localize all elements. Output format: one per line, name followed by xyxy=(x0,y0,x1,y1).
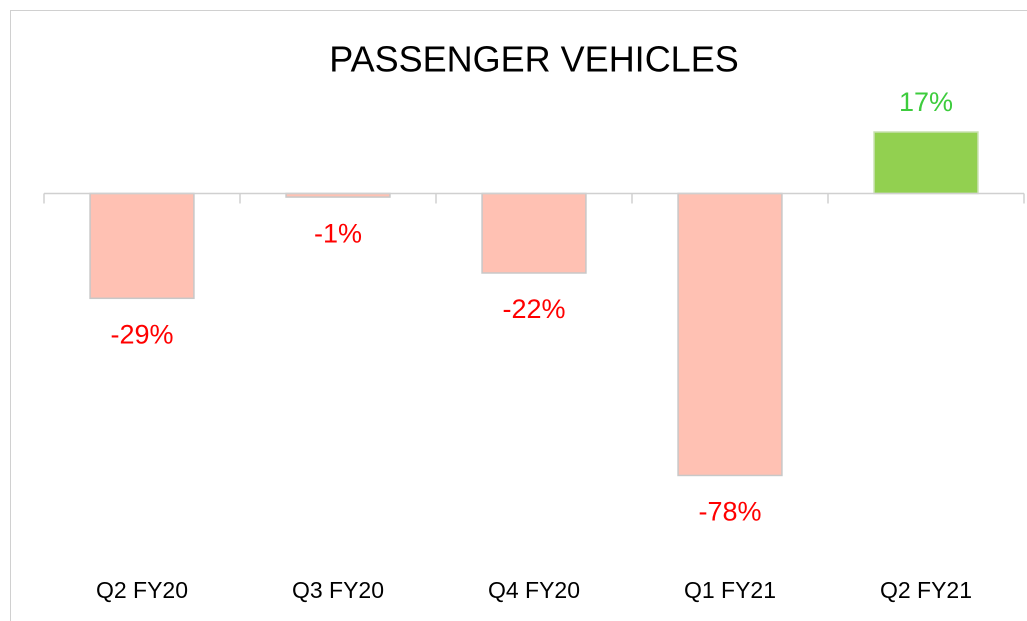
chart-frame xyxy=(10,10,1027,621)
bar xyxy=(677,192,783,477)
x-tick-label: Q2 FY20 xyxy=(96,577,188,603)
data-label: -1% xyxy=(314,219,362,249)
x-tick-label: Q4 FY20 xyxy=(488,577,580,603)
bar xyxy=(89,192,195,300)
x-tick-label: Q3 FY20 xyxy=(292,577,384,603)
data-label: -78% xyxy=(698,497,761,527)
bar xyxy=(873,131,979,195)
data-label: -29% xyxy=(110,319,173,349)
x-tick-label: Q1 FY21 xyxy=(684,577,776,603)
data-label: 17% xyxy=(899,87,953,117)
x-tick-label: Q2 FY21 xyxy=(880,577,972,603)
chart-title: PASSENGER VEHICLES xyxy=(329,39,738,80)
data-label: -22% xyxy=(502,294,565,324)
bar xyxy=(481,192,587,274)
